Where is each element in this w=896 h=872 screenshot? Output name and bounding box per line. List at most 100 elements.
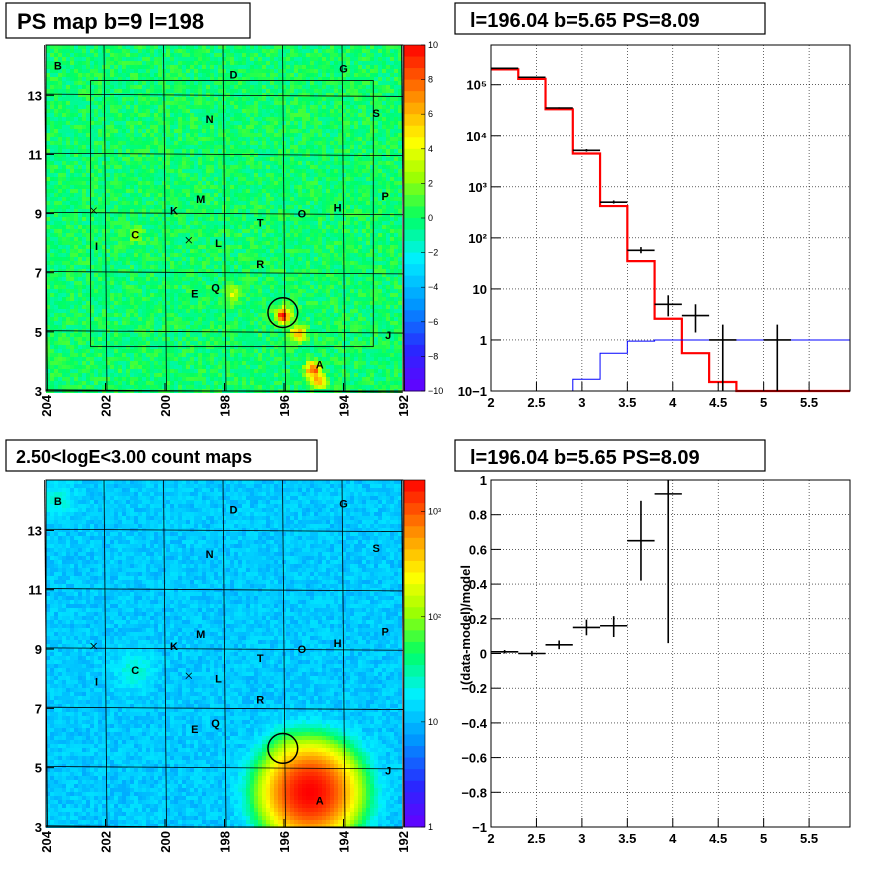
- heat-cell: [70, 337, 74, 341]
- heat-cell: [130, 381, 134, 385]
- heat-cell: [270, 297, 274, 301]
- heat-cell: [206, 97, 210, 101]
- heat-cell: [246, 213, 250, 217]
- heat-cell: [238, 117, 242, 121]
- heat-cell: [82, 157, 86, 161]
- heat-cell: [210, 329, 214, 333]
- heat-cell: [118, 321, 122, 325]
- heat-cell: [266, 169, 270, 173]
- heat-cell: [166, 169, 170, 173]
- heat-cell: [254, 53, 258, 57]
- heat-cell: [166, 301, 170, 305]
- heat-cell: [166, 69, 170, 73]
- heat-cell: [242, 277, 246, 281]
- heat-cell: [86, 297, 90, 301]
- heat-cell: [102, 197, 106, 201]
- heat-cell: [58, 113, 62, 117]
- heat-cell: [70, 69, 74, 73]
- heat-cell: [118, 225, 122, 229]
- heat-cell: [194, 153, 198, 157]
- heat-cell: [118, 177, 122, 181]
- heat-cell: [250, 349, 254, 353]
- heat-cell: [258, 129, 262, 133]
- heat-cell: [50, 313, 54, 317]
- heat-cell: [118, 201, 122, 205]
- heat-cell: [246, 157, 250, 161]
- heat-cell: [94, 381, 98, 385]
- heat-cell: [222, 273, 226, 277]
- heat-cell: [186, 133, 190, 137]
- heat-cell: [190, 321, 194, 325]
- heat-cell: [154, 257, 158, 261]
- heat-cell: [114, 89, 118, 93]
- heat-cell: [230, 341, 234, 345]
- heat-cell: [74, 109, 78, 113]
- heat-cell: [190, 265, 194, 269]
- heat-cell: [170, 213, 174, 217]
- heat-cell: [234, 257, 238, 261]
- heat-cell: [166, 145, 170, 149]
- heat-cell: [162, 333, 166, 337]
- heat-cell: [150, 101, 154, 105]
- heat-cell: [170, 349, 174, 353]
- heat-cell: [70, 45, 74, 49]
- heat-cell: [226, 81, 230, 85]
- heat-cell: [238, 133, 242, 137]
- heat-cell: [154, 385, 158, 389]
- heat-cell: [198, 317, 202, 321]
- heat-cell: [90, 361, 94, 365]
- heat-cell: [266, 281, 270, 285]
- heat-cell: [86, 257, 90, 261]
- heat-cell: [270, 257, 274, 261]
- heat-cell: [146, 105, 150, 109]
- heat-cell: [182, 265, 186, 269]
- heat-cell: [126, 209, 130, 213]
- heat-cell: [254, 189, 258, 193]
- heat-cell: [82, 109, 86, 113]
- heat-cell: [74, 317, 78, 321]
- heat-cell: [114, 221, 118, 225]
- heat-cell: [50, 45, 54, 49]
- heat-cell: [54, 89, 58, 93]
- heat-cell: [74, 233, 78, 237]
- heat-cell: [98, 161, 102, 165]
- heat-cell: [102, 377, 106, 381]
- heat-cell: [186, 193, 190, 197]
- heat-cell: [158, 313, 162, 317]
- heat-cell: [82, 233, 86, 237]
- heat-cell: [270, 57, 274, 61]
- heat-cell: [242, 181, 246, 185]
- heat-cell: [206, 169, 210, 173]
- heat-cell: [154, 353, 158, 357]
- heat-cell: [146, 321, 150, 325]
- heat-cell: [66, 85, 70, 89]
- heat-cell: [74, 337, 78, 341]
- heat-cell: [206, 105, 210, 109]
- heat-cell: [86, 93, 90, 97]
- heat-cell: [46, 49, 50, 53]
- heat-cell: [118, 133, 122, 137]
- heat-cell: [158, 209, 162, 213]
- heat-cell: [106, 121, 110, 125]
- heat-cell: [110, 337, 114, 341]
- heat-cell: [246, 193, 250, 197]
- heat-cell: [122, 377, 126, 381]
- heat-cell: [234, 313, 238, 317]
- heat-cell: [90, 301, 94, 305]
- heat-cell: [254, 89, 258, 93]
- heat-cell: [102, 125, 106, 129]
- heat-cell: [82, 225, 86, 229]
- heat-cell: [266, 73, 270, 77]
- heat-cell: [182, 357, 186, 361]
- heat-cell: [66, 69, 70, 73]
- heat-cell: [150, 285, 154, 289]
- heat-cell: [234, 121, 238, 125]
- heat-cell: [182, 309, 186, 313]
- heat-cell: [206, 261, 210, 265]
- heat-cell: [234, 325, 238, 329]
- heat-cell: [206, 281, 210, 285]
- heat-cell: [138, 97, 142, 101]
- heat-cell: [102, 213, 106, 217]
- heat-cell: [98, 189, 102, 193]
- heat-cell: [246, 381, 250, 385]
